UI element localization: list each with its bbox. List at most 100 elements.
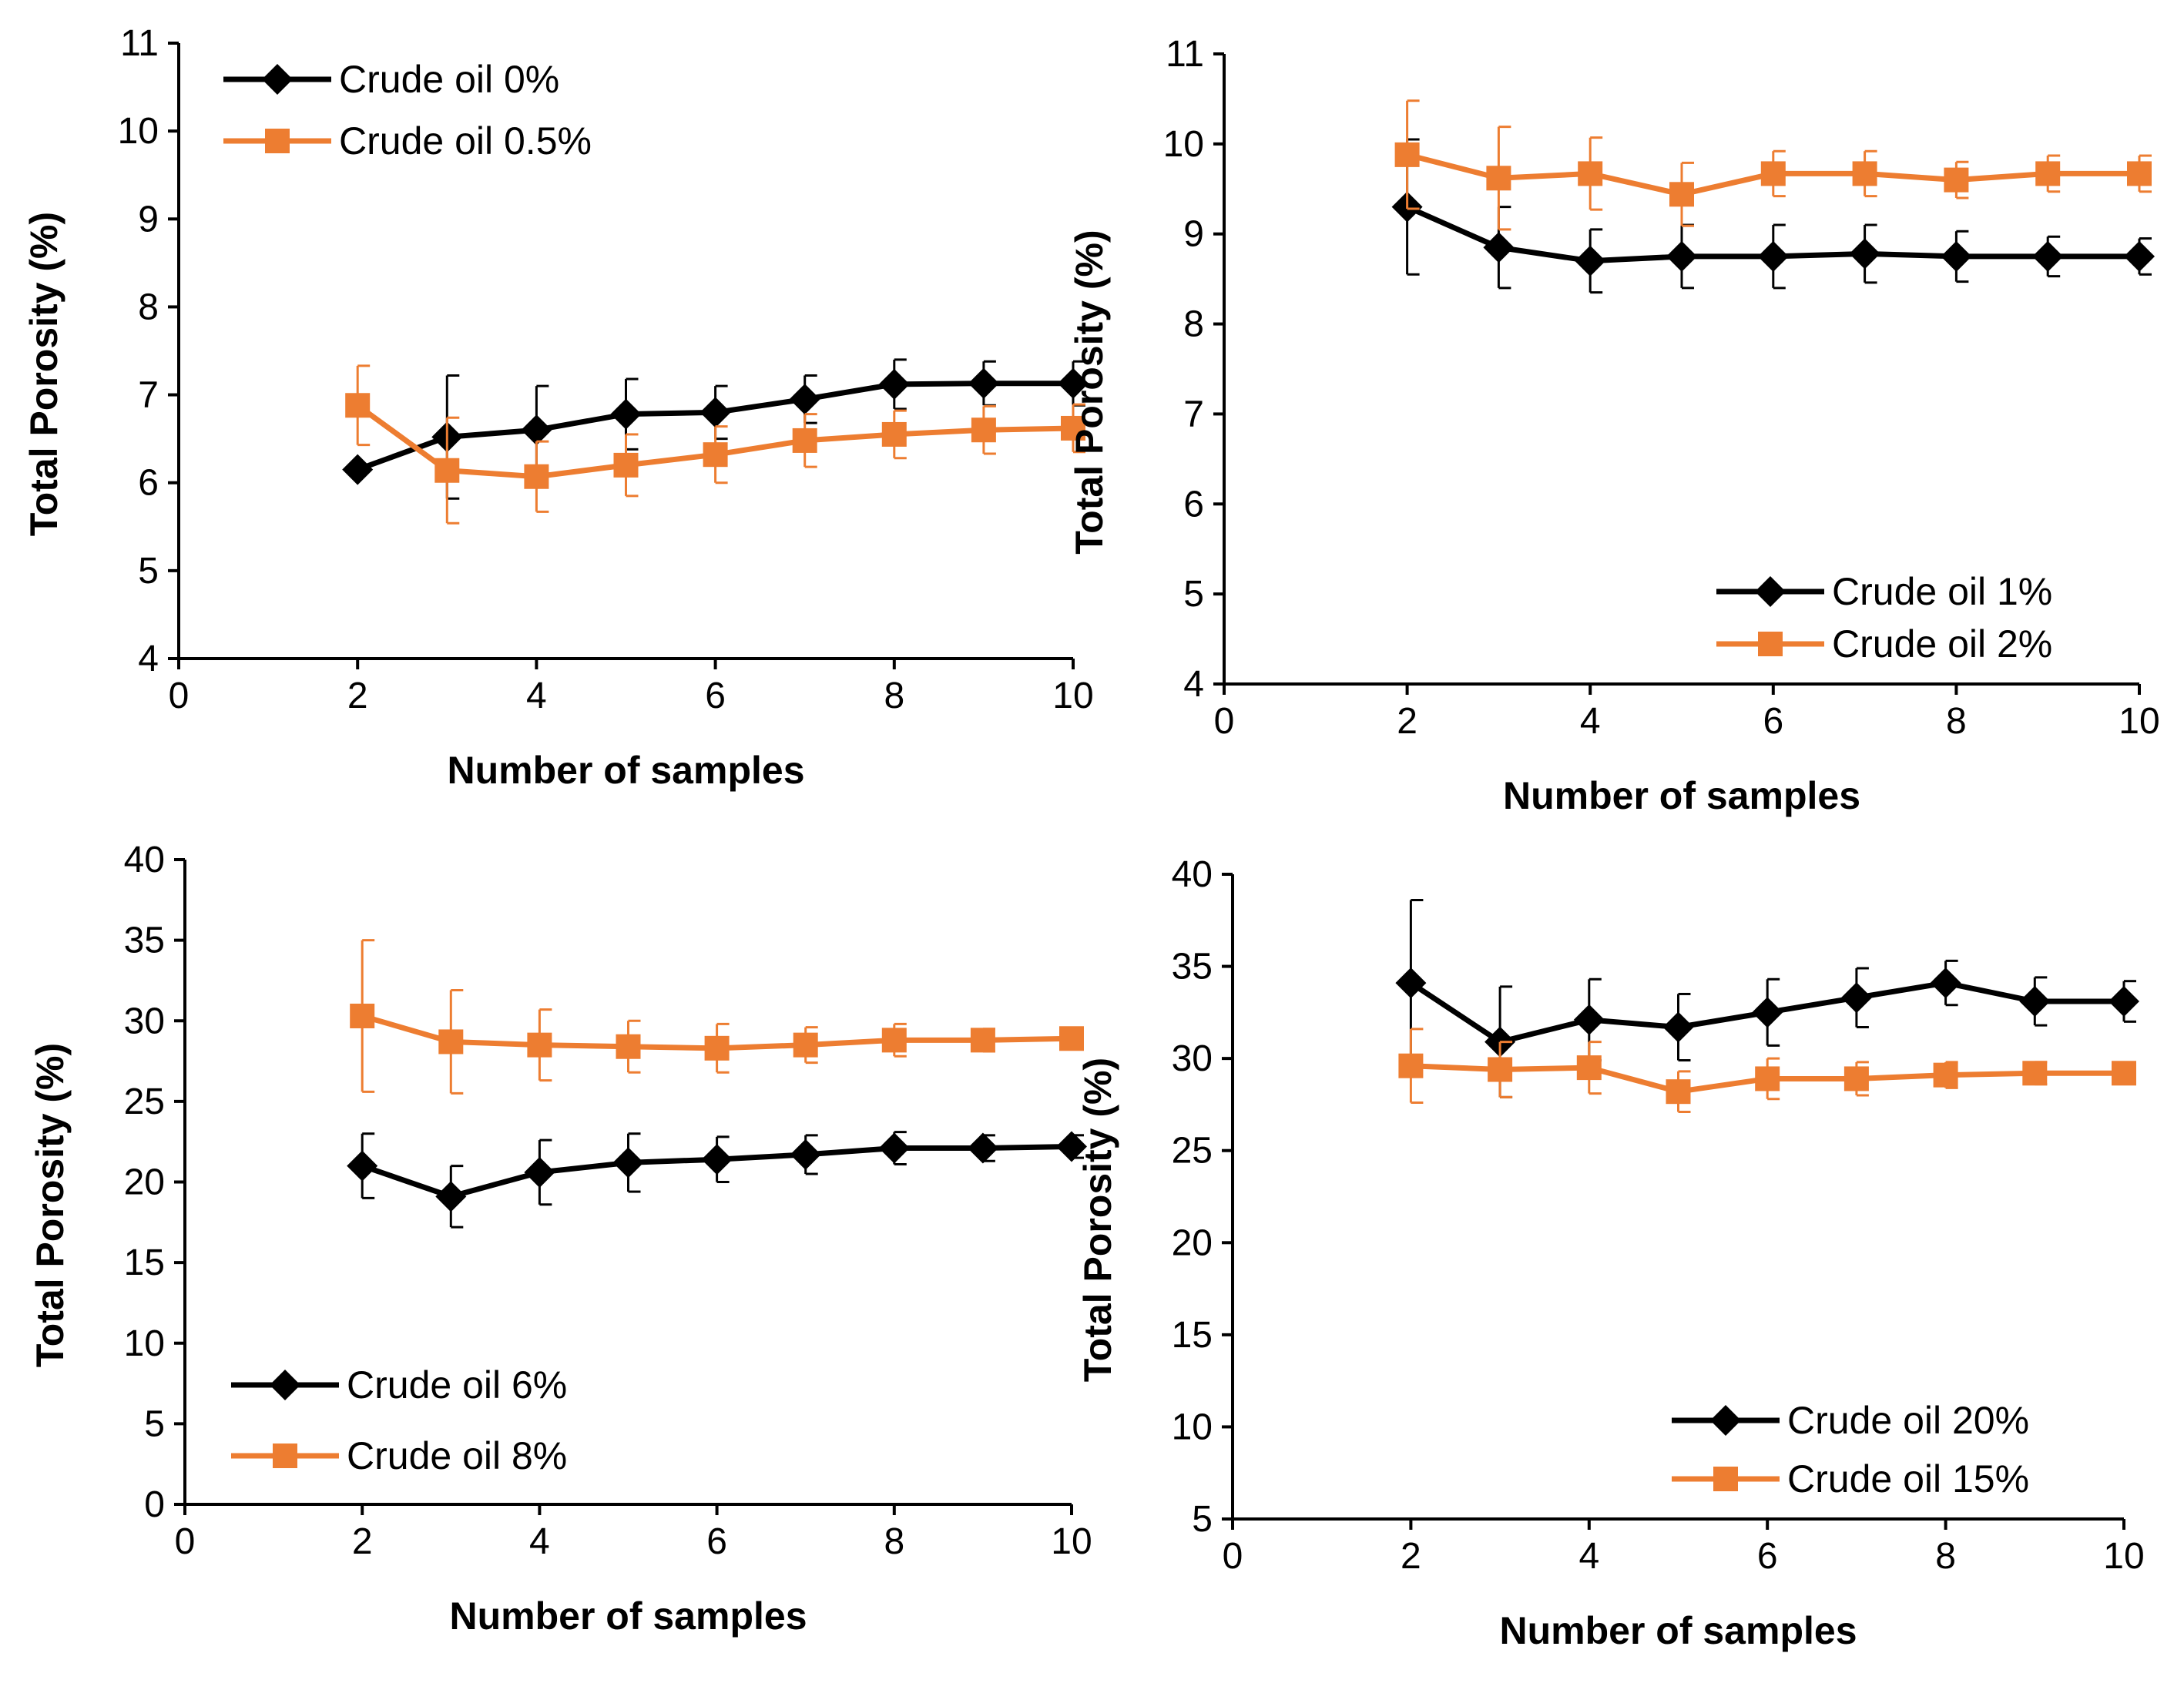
data-point [1930, 967, 1961, 999]
x-axis-title: Number of samples [1499, 1609, 1857, 1652]
data-point [793, 1032, 818, 1058]
data-point [881, 1028, 907, 1053]
data-point [701, 1144, 733, 1175]
data-point [1669, 182, 1694, 207]
x-tick-label: 6 [706, 1521, 727, 1562]
y-tick-label: 7 [138, 375, 159, 416]
y-tick-label: 5 [138, 551, 159, 592]
data-point [1944, 167, 1969, 193]
y-tick-label: 0 [144, 1484, 165, 1525]
y-axis-title: Total Porosity (%) [1068, 230, 1111, 554]
data-point [1486, 166, 1511, 191]
data-point [2035, 161, 2061, 186]
data-point [1933, 1062, 1958, 1088]
series-orange [345, 364, 1085, 525]
data-point [2112, 1061, 2136, 1086]
data-point [1058, 367, 1089, 399]
data-point [1666, 240, 1697, 272]
chart-panel-top-right: 4 5 6 7 8 9 10 11 0 2 4 6 8 10 Number of samples Total … [1068, 34, 2160, 817]
y-tick-label: 10 [1163, 124, 1204, 165]
y-tick-label: 40 [124, 840, 165, 880]
data-point [613, 452, 639, 478]
y-tick-label: 25 [124, 1081, 165, 1122]
data-point [1941, 240, 1972, 272]
x-tick-label: 10 [1052, 676, 1093, 716]
y-tick-label: 7 [1183, 394, 1204, 434]
data-point [2109, 986, 2139, 1018]
data-point [1398, 1053, 1424, 1078]
legend-item: Crude oil 2% [1716, 622, 2052, 666]
data-point [1760, 161, 1786, 186]
data-point [881, 421, 907, 447]
x-tick-label: 0 [1214, 701, 1235, 742]
y-tick-label: 40 [1172, 854, 1213, 895]
data-point [1840, 982, 1872, 1014]
data-point [1843, 1066, 1869, 1091]
data-point [878, 1132, 910, 1164]
legend-item: Crude oil 15% [1672, 1457, 2029, 1500]
x-tick-label: 4 [526, 676, 547, 716]
x-tick-label: 8 [884, 676, 904, 716]
y-tick-label: 9 [138, 199, 159, 240]
y-tick-label: 9 [1183, 214, 1204, 255]
x-tick-label: 4 [1580, 701, 1601, 742]
data-point [524, 1156, 555, 1188]
legend-marker [273, 1443, 297, 1468]
x-axis-title: Number of samples [447, 749, 804, 792]
x-tick-label: 6 [1763, 701, 1783, 742]
y-tick-label: 4 [1183, 664, 1204, 705]
data-point [347, 1150, 378, 1182]
data-point [1394, 142, 1420, 167]
y-tick-label: 25 [1172, 1131, 1213, 1172]
data-point [1488, 1057, 1513, 1082]
y-tick-label: 10 [1172, 1407, 1213, 1447]
data-point [1666, 1079, 1691, 1105]
data-point [2019, 986, 2051, 1018]
data-point [1752, 997, 1783, 1028]
series-black [347, 1131, 1087, 1229]
legend-marker [262, 64, 293, 95]
legend-label: Crude oil 1% [1832, 570, 2052, 613]
data-point [527, 1032, 552, 1058]
chart-panel-bottom-left: 0 5 10 15 20 25 30 35 40 0 2 4 6 8 10 Number of samples… [29, 840, 1092, 1638]
data-point [1578, 161, 1603, 186]
legend-item: Crude oil 1% [1716, 570, 2052, 613]
y-tick-label: 11 [1166, 34, 1204, 75]
x-axis-title: Number of samples [1503, 774, 1860, 817]
data-point [2022, 1061, 2048, 1086]
data-point [790, 1138, 821, 1170]
y-tick-label: 4 [138, 639, 159, 679]
y-tick-label: 6 [1183, 484, 1204, 525]
legend-label: Crude oil 15% [1787, 1457, 2029, 1500]
x-tick-label: 8 [1935, 1536, 1956, 1577]
x-tick-label: 2 [347, 676, 368, 716]
legend-marker [1713, 1467, 1738, 1491]
data-point [2124, 240, 2155, 272]
data-point [2127, 161, 2152, 186]
y-tick-label: 11 [120, 23, 159, 64]
data-point [610, 398, 642, 430]
data-point [1852, 161, 1877, 186]
legend-marker [265, 129, 290, 153]
data-point [1849, 238, 1880, 270]
data-point [1056, 1131, 1087, 1162]
y-tick-label: 5 [1183, 574, 1204, 615]
x-tick-label: 0 [175, 1521, 196, 1562]
data-point [970, 1028, 995, 1053]
data-point [703, 442, 728, 468]
data-point [704, 1035, 730, 1061]
data-point [438, 1029, 464, 1055]
x-tick-label: 2 [352, 1521, 373, 1562]
legend-label: Crude oil 20% [1787, 1399, 2029, 1442]
x-tick-label: 4 [529, 1521, 550, 1562]
data-point [971, 417, 996, 443]
y-tick-label: 35 [1172, 947, 1213, 987]
legend-item: Crude oil 20% [1672, 1399, 2029, 1442]
y-tick-label: 35 [124, 920, 165, 961]
data-point [792, 428, 817, 453]
data-point [699, 397, 731, 428]
data-point [967, 1132, 998, 1164]
legend-marker [1755, 576, 1786, 607]
y-tick-label: 20 [124, 1162, 165, 1203]
data-point [435, 1181, 467, 1212]
